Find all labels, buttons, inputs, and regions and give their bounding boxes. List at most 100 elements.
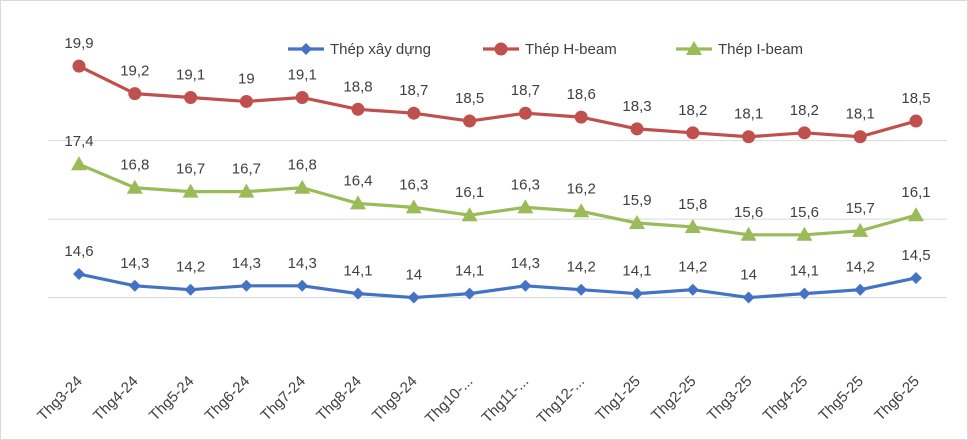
data-point xyxy=(295,91,309,105)
data-label: 18,5 xyxy=(901,90,930,107)
x-tick-label: Thg9-24 xyxy=(369,373,421,425)
data-point xyxy=(519,279,532,292)
data-label: 16,1 xyxy=(455,184,484,201)
data-label: 14,3 xyxy=(120,255,149,272)
data-point xyxy=(128,279,141,292)
x-tick-label: Thg12-... xyxy=(534,373,588,427)
data-label: 16,8 xyxy=(288,157,317,174)
data-label: 18,2 xyxy=(790,102,819,119)
data-label: 19 xyxy=(238,70,255,87)
data-label: 16,2 xyxy=(567,180,596,197)
data-label: 15,8 xyxy=(678,196,707,213)
data-label: 14,6 xyxy=(64,243,93,260)
legend-marker xyxy=(686,41,702,55)
data-point xyxy=(405,199,422,214)
data-label: 14,2 xyxy=(176,259,205,276)
x-tick-label: Thg7-24 xyxy=(257,373,309,425)
data-point xyxy=(184,283,197,296)
data-label: 16,3 xyxy=(511,176,540,193)
data-label: 16,7 xyxy=(176,161,205,178)
data-label: 18,6 xyxy=(567,86,596,103)
data-label: 15,9 xyxy=(622,192,651,209)
data-point xyxy=(184,91,198,105)
legend: Thép xây dựng Thép H-beam Thép I-beam xyxy=(288,41,803,58)
legend-marker xyxy=(494,42,508,56)
x-tick-label: Thg6-24 xyxy=(202,373,254,425)
data-point xyxy=(798,287,811,300)
data-point xyxy=(294,179,311,194)
series-3: 17,4 16,8 16,7 16,7 16,8 16,4 16,3 16,1 16,3 16,2… xyxy=(64,133,931,241)
data-label: 18,3 xyxy=(622,98,651,115)
data-point xyxy=(797,126,811,140)
data-label: 18,5 xyxy=(455,90,484,107)
data-label: 19,2 xyxy=(120,63,149,80)
x-tick-label: Thg5-25 xyxy=(815,373,867,425)
data-label: 14 xyxy=(740,267,757,284)
data-label: 14,2 xyxy=(567,259,596,276)
data-label: 16,4 xyxy=(343,172,372,189)
data-point xyxy=(72,59,86,73)
series-layer: 14,6 14,3 14,2 14,3 14,3 14,1 14 14,1 14,3 14,2 14… xyxy=(64,35,931,304)
x-tick-label: Thg5-24 xyxy=(146,373,198,425)
data-point xyxy=(853,130,867,144)
data-label: 14,1 xyxy=(343,263,372,280)
x-tick-label: Thg4-25 xyxy=(760,373,812,425)
series-2: 19,9 19,2 19,1 19 19,1 18,8 18,7 18,5 18,7 18,6 18… xyxy=(64,35,931,144)
legend-label: Thép xây dựng xyxy=(330,41,431,58)
data-label: 14,2 xyxy=(846,259,875,276)
data-point xyxy=(351,102,365,116)
data-point xyxy=(686,283,699,296)
data-label: 19,1 xyxy=(288,67,317,84)
x-tick-label: Thg4-24 xyxy=(90,373,142,425)
data-label: 18,1 xyxy=(846,106,875,123)
data-label: 14,1 xyxy=(790,263,819,280)
data-point xyxy=(629,215,645,230)
data-label: 14,2 xyxy=(678,259,707,276)
data-label: 15,7 xyxy=(846,200,875,217)
data-label: 14,3 xyxy=(511,255,540,272)
data-point xyxy=(740,226,757,241)
legend-entry-2: Thép H-beam xyxy=(483,41,617,58)
data-label: 18,8 xyxy=(343,78,372,95)
data-point xyxy=(518,106,532,120)
series-line xyxy=(78,162,917,237)
x-tick-label: Thg1-25 xyxy=(592,373,644,425)
data-point xyxy=(128,87,142,101)
x-tick-label: Thg10-... xyxy=(422,373,476,427)
data-point xyxy=(350,195,366,210)
data-point xyxy=(852,222,869,237)
data-label: 15,6 xyxy=(734,204,763,221)
data-point xyxy=(684,218,701,233)
data-label: 16,1 xyxy=(901,184,930,201)
data-point xyxy=(908,207,924,222)
data-point xyxy=(352,287,364,300)
x-tick-label: Thg6-25 xyxy=(871,373,923,425)
data-point xyxy=(630,122,644,136)
legend-marker xyxy=(300,43,312,55)
data-point xyxy=(573,203,590,218)
data-label: 19,1 xyxy=(176,67,205,84)
data-label: 14,3 xyxy=(288,255,317,272)
data-label: 19,9 xyxy=(64,35,93,52)
data-point xyxy=(796,226,813,241)
data-label: 14,5 xyxy=(901,247,930,264)
data-point xyxy=(239,94,253,108)
x-tick-label: Thg8-24 xyxy=(313,373,365,425)
legend-entry-3: Thép I-beam xyxy=(676,41,803,58)
data-point xyxy=(575,283,588,296)
data-point xyxy=(71,156,87,171)
data-label: 14,3 xyxy=(232,255,261,272)
data-point xyxy=(240,279,253,292)
data-point xyxy=(742,130,756,144)
data-point xyxy=(910,271,922,284)
legend-label: Thép H-beam xyxy=(525,41,617,58)
data-point xyxy=(909,114,923,128)
data-label: 16,3 xyxy=(399,176,428,193)
data-point xyxy=(182,183,199,198)
data-label: 14,1 xyxy=(455,263,484,280)
data-label: 17,4 xyxy=(64,133,93,150)
data-label: 18,2 xyxy=(678,102,707,119)
series-1: 14,6 14,3 14,2 14,3 14,3 14,1 14 14,1 14,3 14,2 14… xyxy=(64,243,931,304)
data-label: 16,8 xyxy=(120,157,149,174)
data-point xyxy=(238,183,255,198)
